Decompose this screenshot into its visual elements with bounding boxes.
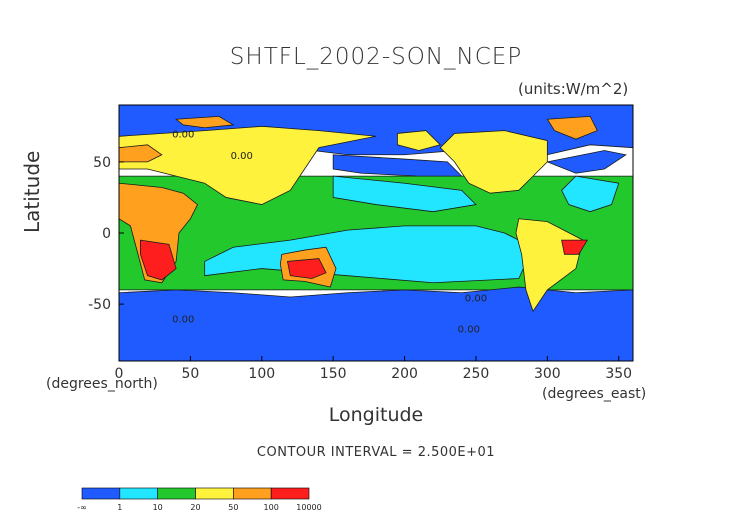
x-tick-label-150: 150 xyxy=(320,366,347,382)
region-tropical-ocean-2 xyxy=(561,175,620,213)
colorbar-label-2: 10 xyxy=(153,503,163,512)
colorbar-swatch-3 xyxy=(195,487,234,500)
x-tick-label-100: 100 xyxy=(248,366,275,382)
region-eurasia xyxy=(119,125,377,205)
region-southern-ocean xyxy=(119,286,633,361)
colorbar-swatch-2 xyxy=(157,487,196,500)
chart-title: SHTFL_2002-SON_NCEP xyxy=(229,44,523,70)
colorbar-swatch-0 xyxy=(81,487,121,500)
field-regions xyxy=(119,105,633,361)
colorbar-label-6: 10000 xyxy=(296,503,321,512)
units-label: (units:W/m^2) xyxy=(518,80,629,98)
region-north-africa-rim xyxy=(119,144,163,163)
contour-label-1: 0.00 xyxy=(231,151,253,162)
colorbar-label-3: 20 xyxy=(190,503,200,512)
colorbar-swatch-4 xyxy=(233,487,272,500)
contour-label-0: 0.00 xyxy=(172,130,194,141)
region-north-pacific xyxy=(332,154,463,177)
contour-interval: CONTOUR INTERVAL = 2.500E+01 xyxy=(256,445,496,460)
colorbar-swatch-5 xyxy=(270,487,310,500)
colorbar-label-4: 50 xyxy=(228,503,238,512)
colorbar-label-5: 100 xyxy=(264,503,279,512)
region-tropical-ocean-1 xyxy=(332,175,477,213)
region-alaska-yellow xyxy=(397,130,442,151)
x-tick-label-50: 50 xyxy=(181,366,199,382)
region-north-america xyxy=(439,130,548,194)
x-axis-unit: (degrees_east) xyxy=(542,386,647,402)
x-tick-label-350: 350 xyxy=(605,366,632,382)
region-brazil xyxy=(561,239,589,255)
region-greenland xyxy=(546,115,598,140)
y-tick-label-0: 0 xyxy=(102,226,111,242)
colorbar-label-0: -∞ xyxy=(77,503,87,512)
region-siberia-orange xyxy=(175,115,235,129)
contour-label-3: 0.00 xyxy=(172,315,194,326)
x-tick-label-0: 0 xyxy=(115,366,124,382)
region-south-africa xyxy=(140,239,177,281)
y-tick-label-50: 50 xyxy=(93,155,111,171)
region-africa-arabia xyxy=(119,182,199,284)
colorbar-swatch-1 xyxy=(119,487,158,500)
y-axis-unit: (degrees_north) xyxy=(46,376,158,392)
x-tick-label-250: 250 xyxy=(463,366,490,382)
region-australia-core xyxy=(286,258,327,279)
contour-label-2: 0.00 xyxy=(465,293,487,304)
x-axis-label: Longitude xyxy=(328,404,424,426)
x-tick-label-300: 300 xyxy=(534,366,561,382)
x-tick-label-200: 200 xyxy=(391,366,418,382)
region-north-atlantic xyxy=(545,150,627,174)
contour-label-4: 0.00 xyxy=(458,325,480,336)
colorbar-label-1: 1 xyxy=(117,503,122,512)
y-tick-label--50: -50 xyxy=(88,297,111,313)
